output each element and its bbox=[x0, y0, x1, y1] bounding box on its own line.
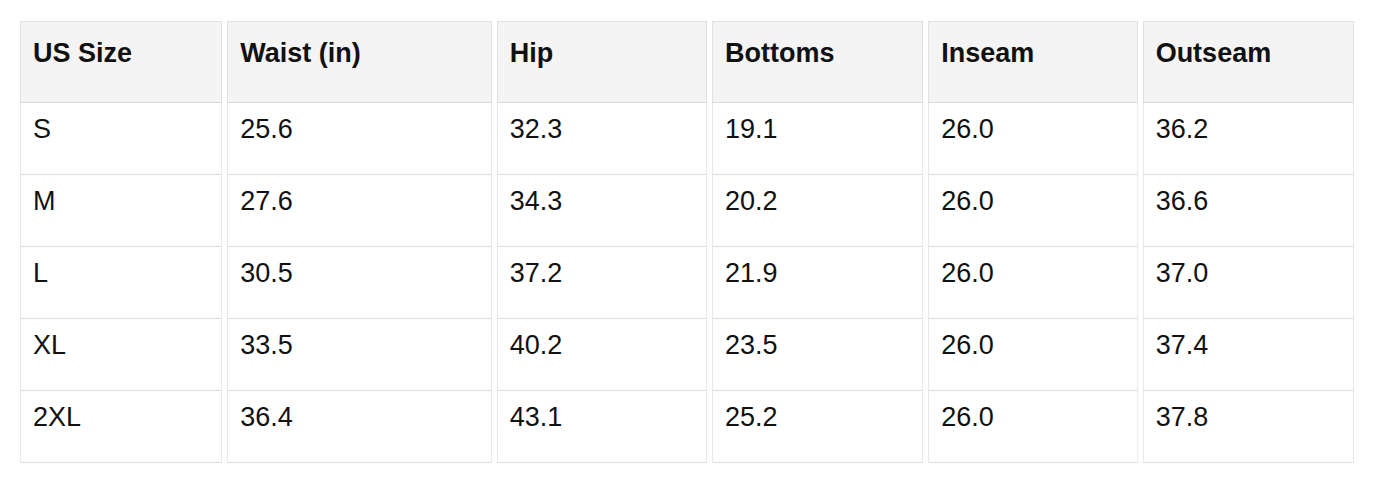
table-row-s: S 25.6 32.3 19.1 26.0 36.2 bbox=[20, 103, 1354, 175]
table-row-2xl: 2XL 36.4 43.1 25.2 26.0 37.8 bbox=[20, 391, 1354, 463]
column-header-hip: Hip bbox=[497, 21, 707, 103]
table-cell: 37.2 bbox=[497, 247, 707, 319]
table-cell: 26.0 bbox=[928, 391, 1137, 463]
table-cell: 26.0 bbox=[928, 319, 1137, 391]
table-cell: 33.5 bbox=[227, 319, 491, 391]
table-cell: 37.8 bbox=[1143, 391, 1354, 463]
table-cell: 19.1 bbox=[712, 103, 923, 175]
column-header-inseam: Inseam bbox=[928, 21, 1137, 103]
table-cell: 34.3 bbox=[497, 175, 707, 247]
table-cell: 32.3 bbox=[497, 103, 707, 175]
table-row-m: M 27.6 34.3 20.2 26.0 36.6 bbox=[20, 175, 1354, 247]
row-label: L bbox=[20, 247, 222, 319]
table-cell: 26.0 bbox=[928, 103, 1137, 175]
table-cell: 25.6 bbox=[227, 103, 491, 175]
row-label: M bbox=[20, 175, 222, 247]
table-cell: 25.2 bbox=[712, 391, 923, 463]
table-cell: 40.2 bbox=[497, 319, 707, 391]
table-cell: 36.2 bbox=[1143, 103, 1354, 175]
table-cell: 36.4 bbox=[227, 391, 491, 463]
table-cell: 21.9 bbox=[712, 247, 923, 319]
column-header-us-size: US Size bbox=[20, 21, 222, 103]
table-row-l: L 30.5 37.2 21.9 26.0 37.0 bbox=[20, 247, 1354, 319]
table-cell: 37.0 bbox=[1143, 247, 1354, 319]
column-header-bottoms: Bottoms bbox=[712, 21, 923, 103]
header-row: US Size Waist (in) Hip Bottoms Inseam Ou… bbox=[20, 21, 1354, 103]
row-label: XL bbox=[20, 319, 222, 391]
table-cell: 27.6 bbox=[227, 175, 491, 247]
table-cell: 36.6 bbox=[1143, 175, 1354, 247]
size-chart-table: US Size Waist (in) Hip Bottoms Inseam Ou… bbox=[15, 21, 1359, 463]
column-header-waist: Waist (in) bbox=[227, 21, 491, 103]
table-cell: 43.1 bbox=[497, 391, 707, 463]
table-row-xl: XL 33.5 40.2 23.5 26.0 37.4 bbox=[20, 319, 1354, 391]
table-cell: 26.0 bbox=[928, 175, 1137, 247]
table-cell: 30.5 bbox=[227, 247, 491, 319]
row-label: 2XL bbox=[20, 391, 222, 463]
row-label: S bbox=[20, 103, 222, 175]
table-cell: 26.0 bbox=[928, 247, 1137, 319]
table-cell: 20.2 bbox=[712, 175, 923, 247]
table-cell: 23.5 bbox=[712, 319, 923, 391]
column-header-outseam: Outseam bbox=[1143, 21, 1354, 103]
size-chart-container: US Size Waist (in) Hip Bottoms Inseam Ou… bbox=[0, 0, 1378, 463]
table-cell: 37.4 bbox=[1143, 319, 1354, 391]
